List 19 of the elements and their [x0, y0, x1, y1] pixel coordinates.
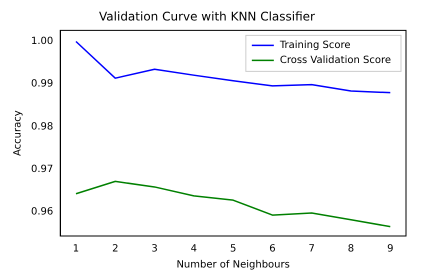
x-tick-label: 3 — [151, 244, 158, 255]
x-tick-label: 9 — [387, 244, 394, 255]
x-axis-title: Number of Neighbours — [176, 260, 290, 271]
legend-label: Cross Validation Score — [280, 54, 392, 66]
legend-label: Training Score — [278, 40, 350, 51]
x-tick-label: 2 — [112, 244, 118, 255]
y-axis-title: Accuracy — [12, 110, 24, 156]
y-tick-label: 0.99 — [31, 78, 54, 90]
y-tick-label: 0.97 — [31, 164, 54, 176]
y-tick-label: 0.98 — [31, 121, 54, 132]
chart-title: Validation Curve with KNN Classifier — [99, 9, 316, 24]
x-tick-label: 1 — [72, 244, 80, 255]
x-tick-label: 7 — [308, 244, 315, 255]
y-tick-label: 1.00 — [31, 36, 54, 48]
x-tick-label: 4 — [190, 244, 198, 255]
x-tick-label: 8 — [348, 244, 354, 255]
x-tick-label: 6 — [269, 244, 276, 255]
x-tick-label: 5 — [230, 244, 236, 255]
y-tick-label: 0.96 — [31, 206, 54, 218]
